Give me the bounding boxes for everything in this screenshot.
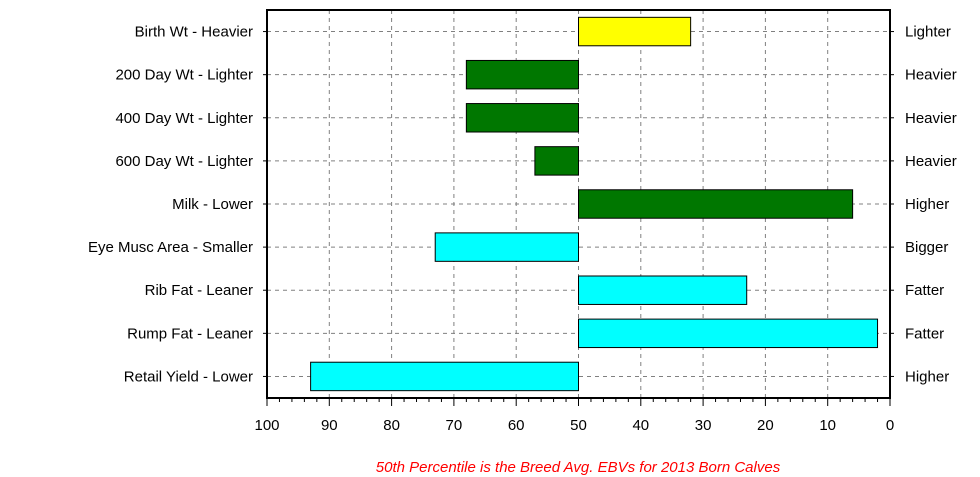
category-label: 600 Day Wt - Lighter <box>115 153 253 170</box>
x-tick-label: 30 <box>695 417 712 434</box>
bar <box>578 275 748 305</box>
bars <box>310 16 879 392</box>
bar <box>534 146 580 176</box>
right-label: Lighter <box>905 24 951 41</box>
bar <box>310 361 579 392</box>
category-label: Eye Musc Area - Smaller <box>88 239 253 256</box>
x-tick-label: 40 <box>632 417 649 434</box>
left-labels: Birth Wt - Heavier 200 Day Wt - Lighter 40… <box>88 24 253 386</box>
category-label: 400 Day Wt - Lighter <box>115 110 253 127</box>
x-tick-label: 90 <box>321 417 338 434</box>
right-labels: Lighter Heavier Heavier Heavier Higher Bigger… <box>905 24 957 386</box>
right-label: Fatter <box>905 325 944 342</box>
x-tick-label: 70 <box>446 417 463 434</box>
right-label: Heavier <box>905 67 957 84</box>
right-label: Heavier <box>905 153 957 170</box>
category-label: Milk - Lower <box>172 196 253 213</box>
right-label: Higher <box>905 368 949 385</box>
x-tick-label: 20 <box>757 417 774 434</box>
bar <box>578 318 879 349</box>
bar <box>434 232 579 262</box>
x-tick-label: 10 <box>819 417 836 434</box>
x-tick-label: 0 <box>886 417 894 434</box>
bar <box>578 189 854 219</box>
bar <box>465 59 579 90</box>
right-label: Fatter <box>905 282 944 299</box>
category-label: Birth Wt - Heavier <box>135 24 253 41</box>
bar <box>578 16 692 47</box>
category-label: Retail Yield - Lower <box>124 368 253 385</box>
category-label: 200 Day Wt - Lighter <box>115 67 253 84</box>
category-label: Rib Fat - Leaner <box>145 282 253 299</box>
right-label: Heavier <box>905 110 957 127</box>
category-label: Rump Fat - Leaner <box>127 325 253 342</box>
x-tick-label: 60 <box>508 417 525 434</box>
plot-frame <box>263 9 894 406</box>
right-label: Higher <box>905 196 949 213</box>
x-tick-label: 100 <box>254 417 279 434</box>
x-axis: 100 90 80 70 60 50 40 30 20 10 0 <box>254 417 894 434</box>
right-label: Bigger <box>905 239 948 256</box>
x-tick-label: 50 <box>570 417 587 434</box>
bar <box>465 103 579 133</box>
footnote: 50th Percentile is the Breed Avg. EBVs f… <box>376 459 781 476</box>
x-tick-label: 80 <box>383 417 400 434</box>
